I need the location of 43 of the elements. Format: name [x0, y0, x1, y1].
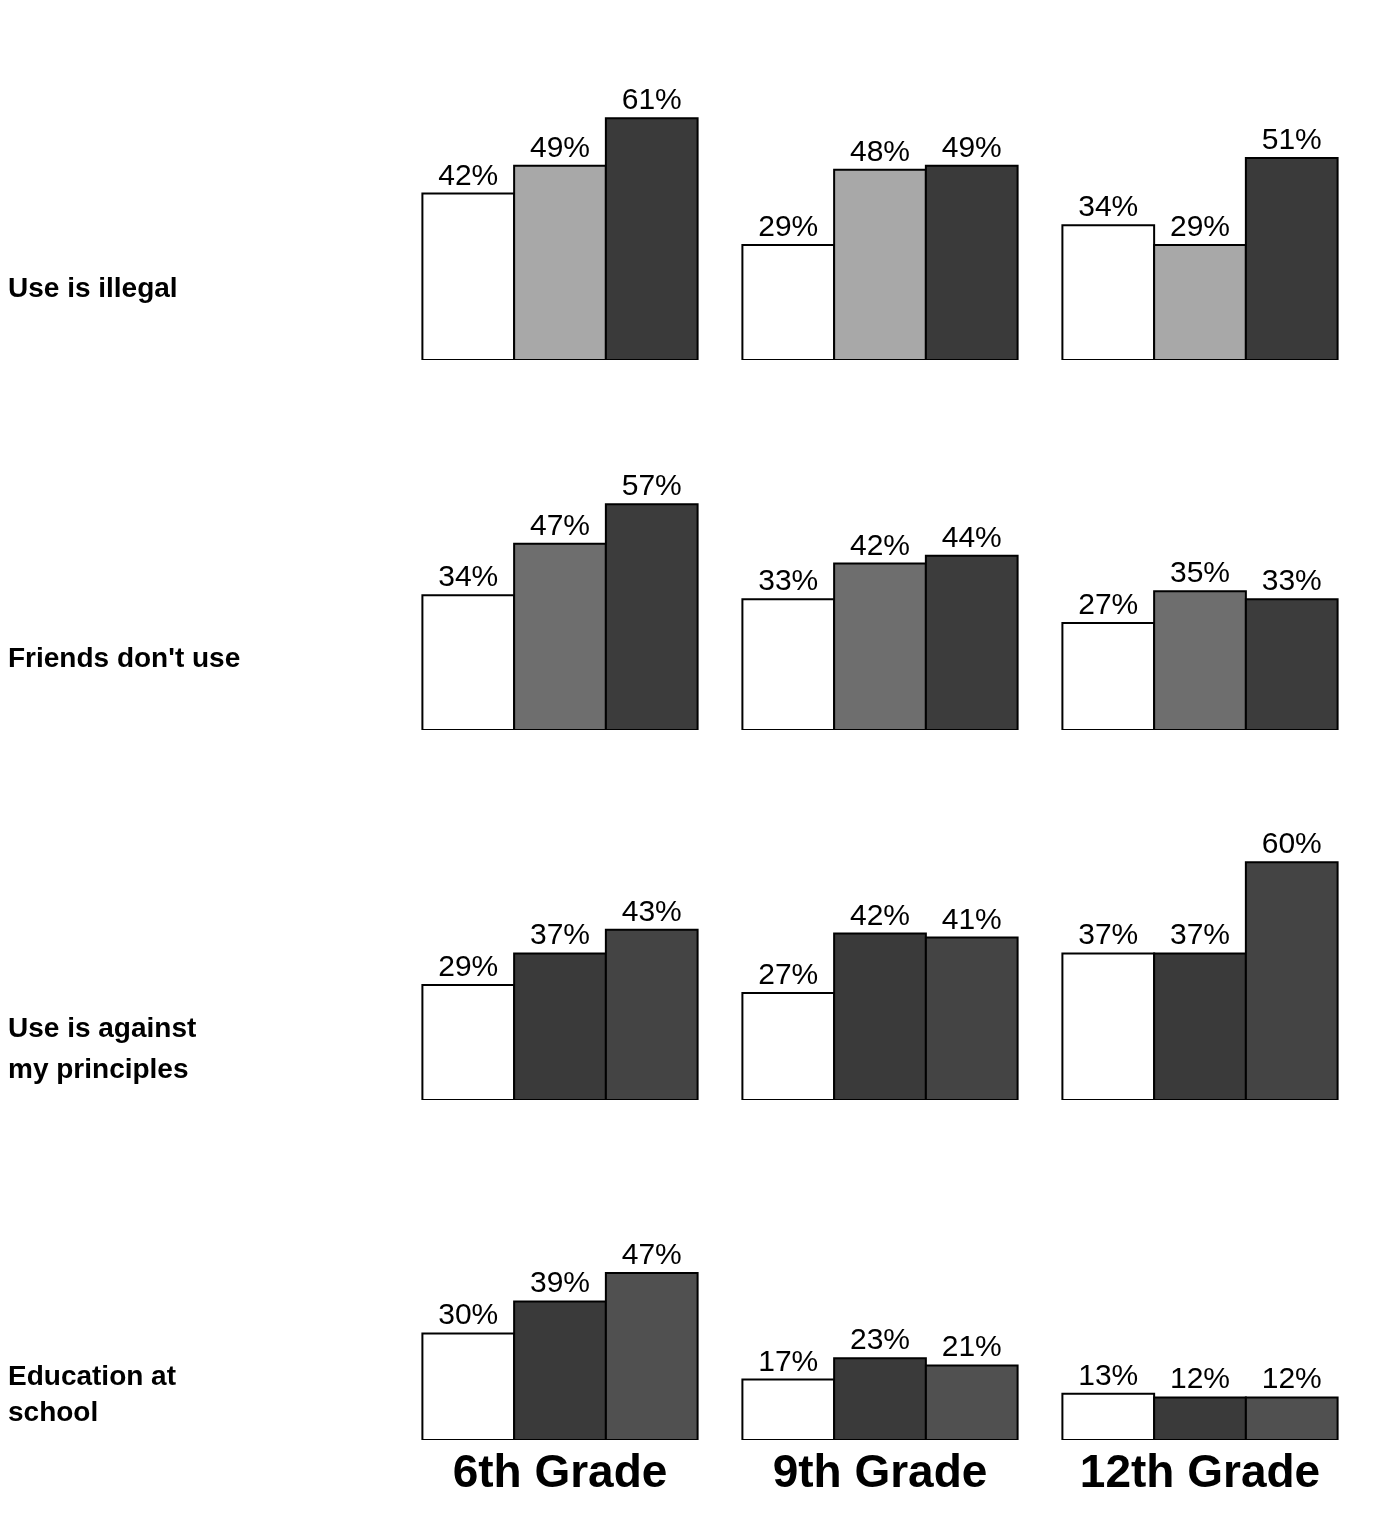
data-label: 33%: [758, 563, 819, 597]
data-label: 42%: [849, 527, 911, 561]
data-label: 42%: [438, 157, 499, 191]
data-label: 34%: [438, 559, 499, 593]
data-label: 47%: [529, 507, 591, 541]
data-label: 37%: [529, 917, 591, 951]
data-label: 29%: [438, 949, 499, 983]
data-label: 17%: [758, 1343, 819, 1377]
data-label: 42%: [849, 897, 911, 931]
data-label: 44%: [941, 519, 1002, 553]
y-axis-title: Use is against my principles: [8, 1012, 197, 1084]
data-label: 61%: [621, 82, 682, 116]
data-label: 47%: [621, 1237, 682, 1271]
y-axis-title: Use is illegal: [8, 272, 178, 303]
data-label: 33%: [1261, 563, 1322, 597]
y-axis-title: Education at school: [8, 1360, 177, 1427]
data-label: 57%: [621, 468, 682, 502]
data-label: 34%: [1078, 189, 1139, 223]
data-label: 12%: [1169, 1361, 1231, 1395]
data-label: 41%: [941, 901, 1002, 935]
data-label: 51%: [1261, 121, 1322, 155]
x-tick-label: 6th Grade: [452, 1445, 668, 1497]
data-label: 12%: [1261, 1361, 1322, 1395]
data-label: 23%: [849, 1322, 911, 1356]
data-label: 48%: [849, 133, 911, 167]
y-axis-title: Friends don't use: [8, 642, 241, 673]
data-label: 49%: [529, 129, 591, 163]
x-tick-label: 9th Grade: [772, 1445, 988, 1497]
data-label: 49%: [941, 129, 1002, 163]
data-label: 29%: [758, 209, 819, 243]
data-label: 21%: [941, 1329, 1002, 1363]
data-label: 37%: [1169, 917, 1231, 951]
data-label: 35%: [1169, 555, 1231, 589]
data-label: 27%: [758, 957, 819, 991]
data-label: 60%: [1261, 826, 1322, 860]
data-label: 27%: [1078, 587, 1139, 621]
data-label: 43%: [621, 893, 682, 927]
data-label: 30%: [438, 1297, 499, 1331]
data-label: 39%: [529, 1265, 591, 1299]
data-label: 29%: [1169, 209, 1231, 243]
x-tick-label: 12th Grade: [1079, 1445, 1321, 1497]
data-label: 37%: [1078, 917, 1139, 951]
data-label: 13%: [1078, 1357, 1139, 1391]
